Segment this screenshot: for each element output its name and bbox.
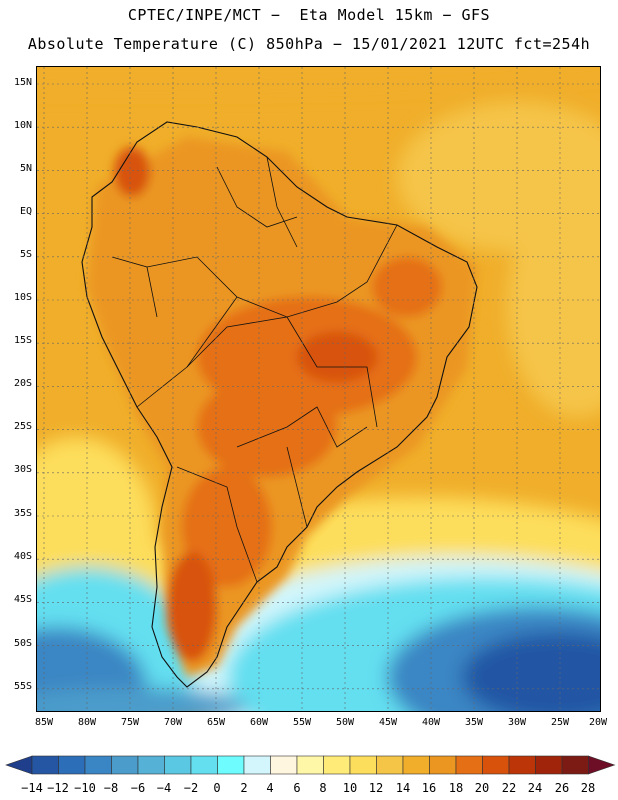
lat-label-5n: 5N <box>19 163 32 174</box>
colorbar-label: −12 <box>47 781 69 795</box>
lat-label-15n: 15N <box>13 77 32 88</box>
colorbar-cell <box>402 755 430 775</box>
temperature-map <box>37 67 600 711</box>
colorbar-cell <box>455 755 483 775</box>
colorbar-label: −10 <box>74 781 96 795</box>
map-title: CPTEC/INPE/MCT − Eta Model 15km − GFS <box>127 6 491 24</box>
colorbar-label: 2 <box>240 781 248 795</box>
coastline <box>81 121 478 688</box>
lat-label-10s: 10S <box>13 292 32 303</box>
lon-label-70w: 70W <box>163 717 183 728</box>
lat-label-45s: 45S <box>13 594 32 605</box>
map-subtitle: Absolute Temperature (C) 850hPa − 15/01/… <box>27 35 591 53</box>
colorbar-cell <box>111 755 139 775</box>
lon-label-35w: 35W <box>464 717 484 728</box>
lon-label-50w: 50W <box>335 717 355 728</box>
colorbar-cell <box>535 755 563 775</box>
lat-label-10n: 10N <box>13 120 32 131</box>
colorbar-label: 16 <box>421 781 437 795</box>
colorbar-label: 24 <box>527 781 543 795</box>
colorbar-cell <box>429 755 457 775</box>
lon-label-30w: 30W <box>507 717 527 728</box>
colorbar-cell <box>84 755 112 775</box>
colorbar-cell <box>349 755 377 775</box>
temperature-field-ocean <box>37 67 600 711</box>
lat-label-35s: 35S <box>13 508 32 519</box>
colorbar-cell <box>270 755 298 775</box>
colorbar-label: 22 <box>501 781 517 795</box>
colorbar-label: 14 <box>395 781 411 795</box>
colorbar-label: −2 <box>183 781 199 795</box>
colorbar-label: 26 <box>554 781 570 795</box>
colorbar-cell <box>164 755 192 775</box>
colorbar-arrow-low <box>5 755 33 775</box>
colorbar-label: 18 <box>448 781 464 795</box>
colorbar-cell <box>561 755 589 775</box>
lat-label-40s: 40S <box>13 551 32 562</box>
lon-label-85w: 85W <box>34 717 54 728</box>
colorbar-cell <box>376 755 404 775</box>
colorbar-label: 6 <box>293 781 301 795</box>
colorbar-cell <box>217 755 245 775</box>
colorbar-label: 8 <box>319 781 327 795</box>
lat-label-55s: 55S <box>13 681 32 692</box>
colorbar-cell <box>323 755 351 775</box>
lat-label-5s: 5S <box>19 249 32 260</box>
lat-label-30s: 30S <box>13 464 32 475</box>
lat-label-eq: EQ <box>19 206 32 217</box>
lon-label-40w: 40W <box>421 717 441 728</box>
lon-label-25w: 25W <box>550 717 570 728</box>
lon-label-55w: 55W <box>292 717 312 728</box>
lat-label-20s: 20S <box>13 378 32 389</box>
colorbar <box>5 755 616 775</box>
lat-label-50s: 50S <box>13 638 32 649</box>
colorbar-label: 0 <box>213 781 221 795</box>
colorbar-cell <box>508 755 536 775</box>
colorbar-label: −8 <box>103 781 119 795</box>
colorbar-cell <box>296 755 324 775</box>
colorbar-cell <box>190 755 218 775</box>
colorbar-label: −6 <box>130 781 146 795</box>
lat-label-15s: 15S <box>13 335 32 346</box>
lon-label-60w: 60W <box>249 717 269 728</box>
temperature-field-land <box>87 137 477 677</box>
map-frame <box>36 66 601 712</box>
colorbar-label: 4 <box>266 781 274 795</box>
colorbar-label: 20 <box>474 781 490 795</box>
colorbar-label: 28 <box>580 781 596 795</box>
colorbar-label: 10 <box>342 781 358 795</box>
colorbar-cell <box>482 755 510 775</box>
colorbar-label: −4 <box>156 781 172 795</box>
colorbar-arrow-high <box>588 755 616 775</box>
lon-label-80w: 80W <box>77 717 97 728</box>
lat-label-25s: 25S <box>13 421 32 432</box>
colorbar-cell <box>137 755 165 775</box>
lat-lon-grid <box>37 67 600 711</box>
lon-label-75w: 75W <box>120 717 140 728</box>
colorbar-cell <box>58 755 86 775</box>
colorbar-cell <box>243 755 271 775</box>
colorbar-label: 12 <box>368 781 384 795</box>
colorbar-label: −14 <box>21 781 43 795</box>
lon-label-65w: 65W <box>206 717 226 728</box>
lon-label-20w: 20W <box>588 717 608 728</box>
lon-label-45w: 45W <box>378 717 398 728</box>
colorbar-cell <box>31 755 59 775</box>
